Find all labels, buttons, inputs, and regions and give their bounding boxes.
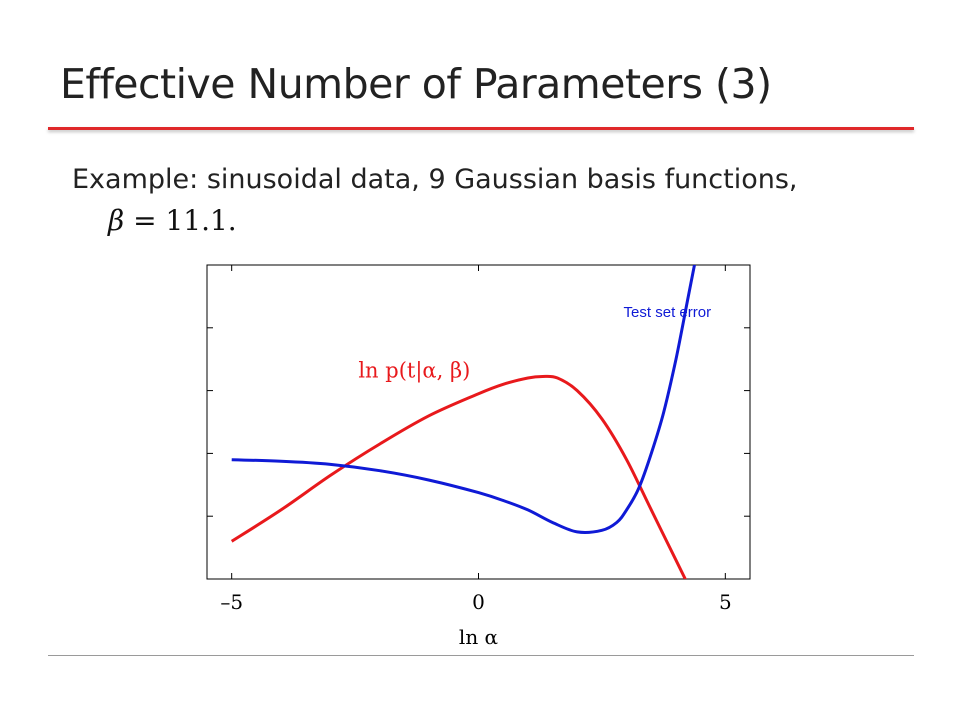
x-tick-label: 0 — [472, 590, 485, 614]
x-axis-label: ln α — [459, 625, 498, 649]
beta-equation: β = 11.1. — [108, 204, 237, 237]
slide-subtitle: Example: sinusoidal data, 9 Gaussian bas… — [72, 164, 798, 195]
annotation-log-evidence: ln p(t|α, β) — [358, 358, 470, 383]
series-log-evidence-line — [230, 374, 687, 579]
beta-symbol: β — [108, 204, 125, 237]
series-test-error-line — [231, 265, 696, 534]
x-tick-label: –5 — [220, 590, 243, 614]
title-underline — [48, 127, 914, 130]
slide-title: Effective Number of Parameters (3) — [60, 60, 772, 108]
annotation-test-set-error: Test set error — [624, 304, 712, 321]
beta-value: = 11.1. — [124, 204, 237, 237]
bottom-divider — [48, 655, 914, 656]
x-tick-label: 5 — [719, 590, 732, 614]
